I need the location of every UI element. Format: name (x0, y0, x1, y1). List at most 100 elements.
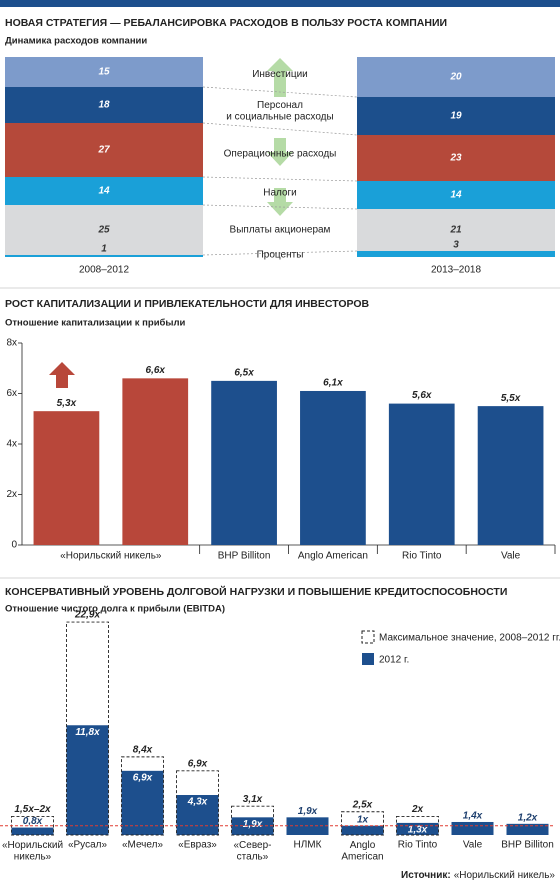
value-label: 5,3x (57, 398, 77, 409)
chart-title: КОНСЕРВАТИВНЫЙ УРОВЕНЬ ДОЛГОВОЙ НАГРУЗКИ… (5, 585, 507, 598)
value-label: 11,8x (75, 727, 100, 738)
x-tick-label: НЛМК (294, 840, 322, 851)
max-bar (121, 756, 164, 836)
value-label: 18 (98, 100, 110, 111)
bar-segment (357, 97, 555, 135)
legend-swatch (361, 630, 375, 644)
connector (202, 86, 358, 98)
max-bar (231, 805, 274, 836)
bar-segment (5, 205, 203, 255)
value-label: 4,3x (187, 797, 208, 808)
legend-label: 2012 г. (379, 655, 409, 666)
bar (121, 770, 164, 835)
value-label: 1,9x (298, 806, 318, 817)
legend-label: Инвестиции (252, 69, 308, 80)
value-label: 2,5x (352, 799, 373, 810)
value-label: 6,1x (323, 378, 343, 389)
y-tick-label: 2x (6, 489, 17, 500)
connector (202, 204, 358, 210)
growth-arrow (49, 362, 75, 388)
bar (300, 390, 366, 545)
legend-label: Максимальное значение, 2008–2012 гг. (379, 633, 560, 644)
bar (388, 403, 455, 545)
max-bar (66, 621, 109, 836)
value-label: 5,5x (501, 393, 521, 404)
value-label: 14 (98, 186, 110, 197)
bar (11, 827, 54, 835)
x-tick-label: Vale (463, 840, 483, 851)
value-label: 6,9x (188, 758, 208, 769)
x-tick-label: Rio Tinto (402, 551, 442, 562)
value-label: 6,9x (133, 772, 153, 783)
value-label: 6,5x (234, 368, 254, 379)
value-label: 21 (449, 225, 462, 236)
bar (176, 795, 219, 835)
bar-segment (5, 87, 203, 123)
value-label: 27 (97, 145, 110, 156)
arrow-down (267, 188, 293, 216)
x-tick-label: «Евраз» (178, 840, 217, 851)
bar (477, 406, 544, 545)
chart-subtitle: Отношение капитализации к прибыли (5, 318, 186, 329)
source-label: Источник: (401, 870, 451, 881)
bar (66, 725, 109, 835)
value-label: 20 (449, 72, 462, 83)
bar (341, 825, 384, 835)
bar-segment (5, 177, 203, 205)
legend-swatch (362, 653, 374, 665)
x-tick-label: «Мечел» (122, 840, 164, 851)
value-label: 3,1x (243, 794, 263, 805)
x-tick-label: 2008–2012 (79, 265, 129, 276)
legend-label: Проценты (257, 250, 304, 261)
x-tick-label: «Север-сталь» (234, 840, 272, 863)
x-tick-label: BHP Billiton (218, 551, 271, 562)
arrow-up (267, 58, 293, 97)
bar-segment (357, 181, 555, 209)
x-tick-label: Anglo American (341, 840, 383, 863)
value-label: 1,5x–2x (14, 804, 51, 815)
chart-title: РОСТ КАПИТАЛИЗАЦИИ И ПРИВЛЕКАТЕЛЬНОСТИ Д… (5, 298, 370, 310)
bar-segment (357, 251, 555, 257)
max-bar (341, 811, 384, 836)
top-bar (0, 0, 560, 7)
value-label: 1,2x (518, 812, 538, 823)
source-text: «Норильский никель» (454, 870, 556, 881)
flow-arrows (267, 58, 293, 216)
value-label: 23 (449, 153, 462, 164)
arrow-down (267, 138, 293, 166)
connector (202, 176, 358, 182)
bar-segment (5, 255, 203, 257)
value-label: 1,4x (463, 811, 483, 822)
bar (451, 821, 494, 835)
value-label: 25 (97, 225, 110, 236)
bar (506, 823, 549, 835)
connector (202, 250, 358, 256)
max-bar (176, 770, 219, 836)
y-tick-label: 8x (6, 338, 17, 349)
y-tick-label: 4x (6, 439, 17, 450)
y-tick-label: 6x (6, 388, 17, 399)
value-label: 8,4x (133, 745, 153, 756)
x-tick-label: 2013–2018 (431, 265, 481, 276)
value-label: 14 (450, 190, 462, 201)
x-tick-label: Vale (501, 551, 521, 562)
bar-segment (357, 209, 555, 251)
value-label: 1x (357, 814, 369, 825)
value-label: 19 (450, 111, 462, 122)
x-tick-label: «Норильский никель» (2, 840, 63, 863)
value-label: 22,9x (74, 610, 100, 621)
value-label: 5,6x (412, 390, 432, 401)
value-label: 15 (98, 67, 110, 78)
value-label: 6,6x (146, 365, 166, 376)
chart-subtitle: Динамика расходов компании (5, 36, 147, 47)
x-tick-label: «Норильский никель» (60, 551, 162, 562)
value-label: 1 (101, 244, 107, 255)
y-tick-label: 0 (11, 540, 17, 551)
legend-label: Операционные расходы (224, 149, 337, 160)
x-tick-label: «Русал» (68, 840, 108, 851)
x-tick-label: Anglo American (298, 551, 368, 562)
value-label: 3 (453, 240, 459, 251)
chart-title: НОВАЯ СТРАТЕГИЯ — РЕБАЛАНСИРОВКА РАСХОДО… (5, 17, 447, 29)
